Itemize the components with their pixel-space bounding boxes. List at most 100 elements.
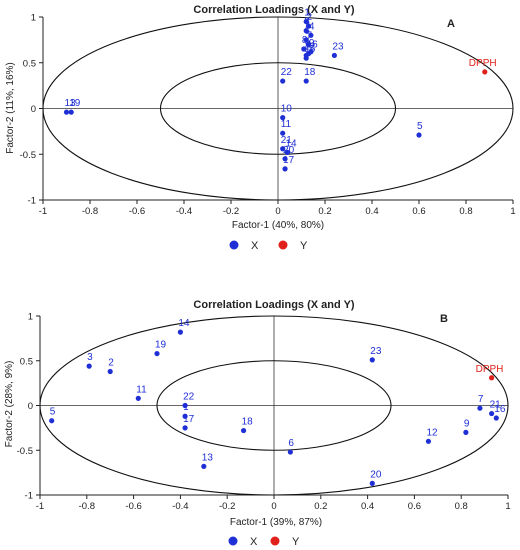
- point-label-x: 10: [281, 104, 293, 115]
- data-point-x: [303, 37, 309, 43]
- x-tick-label: 0.6: [412, 206, 425, 217]
- data-point-x: [284, 149, 290, 156]
- legend-label-x: X: [250, 536, 258, 548]
- data-point-x: [282, 156, 288, 162]
- x-tick-label: -1: [36, 501, 44, 512]
- data-point-x: [308, 32, 314, 38]
- x-tick-label: -0.6: [129, 206, 145, 217]
- point-label-x: 17: [283, 155, 295, 166]
- legend-label-y: Y: [300, 240, 308, 252]
- y-tick-label: 0: [28, 401, 33, 412]
- point-label-x: 14: [178, 318, 190, 329]
- point-label-x: 13: [65, 98, 77, 109]
- data-point-x: [305, 41, 312, 48]
- x-axis-label: Factor-1 (40%, 80%): [232, 220, 324, 231]
- point-label-x: 1: [304, 8, 310, 19]
- point-label-x: 22: [281, 67, 293, 78]
- plot-area: -1 -0.8 -0.6 -0.4 -0.2 0 0.2 0.4 0.6 0.8 1 -1 -0.5 0 0…: [20, 8, 516, 217]
- data-point-x: [301, 46, 307, 52]
- point-label-x: 18: [304, 67, 316, 78]
- inner-ellipse: [159, 62, 397, 155]
- point-label-y: DPPH: [469, 58, 497, 69]
- data-point-x: [280, 78, 286, 84]
- point-label-x: 1: [183, 402, 189, 413]
- point-label-x: 19: [155, 340, 167, 351]
- point-label-x: 20: [370, 469, 382, 480]
- point-label-x: 9: [464, 418, 470, 429]
- point-label-x: 23: [370, 346, 382, 357]
- point-label-x: 3: [87, 352, 93, 363]
- x-tick-label: 1: [510, 206, 515, 217]
- data-point-x: [107, 368, 113, 375]
- panel-a: Correlation Loadings (X and Y) A -1 -0.8-…: [5, 4, 516, 252]
- x-tick-label: 0.4: [365, 206, 378, 217]
- y-tick-label: -1: [28, 196, 36, 207]
- point-label-x: 12: [426, 427, 438, 438]
- x-tick-label: -0.2: [223, 206, 239, 217]
- x-tick-label: 0.4: [361, 501, 374, 512]
- data-point-x: [182, 402, 188, 409]
- y-tick-label: 0: [31, 104, 36, 115]
- x-tick-label: 0.2: [314, 501, 327, 512]
- panel-label: B: [440, 313, 448, 325]
- data-point-x: [305, 23, 312, 29]
- data-point-x: [425, 438, 432, 444]
- inner-ellipse: [156, 360, 392, 451]
- point-label-x: 12: [304, 41, 316, 52]
- x-tick-label: 0.8: [459, 206, 472, 217]
- chart-title: Correlation Loadings (X and Y): [193, 299, 354, 311]
- x-tick-label: 0: [271, 501, 276, 512]
- point-label-x: 18: [242, 417, 254, 428]
- y-tick-label: 1: [31, 13, 36, 24]
- y-axis-label: Factor-2 (11%, 16%): [5, 62, 16, 154]
- point-label-x: 21: [490, 400, 502, 411]
- legend-label-x: X: [251, 240, 259, 252]
- x-tick-label: -0.6: [125, 501, 141, 512]
- data-point-x: [201, 463, 207, 469]
- y-tick-label: 0.5: [20, 356, 33, 367]
- point-label-y: DPPH: [476, 364, 504, 375]
- y-tick-label: 0.5: [23, 58, 36, 69]
- data-point-x: [154, 350, 160, 357]
- x-tick-label: -0.4: [172, 501, 188, 512]
- x-axis-label: Factor-1 (39%, 87%): [230, 517, 322, 528]
- y-axis-label: Factor-2 (28%, 9%): [4, 361, 15, 448]
- point-label-x: 21: [281, 135, 293, 146]
- data-point-y: [482, 69, 488, 75]
- x-tick-label: -1: [39, 206, 47, 217]
- data-point-x: [63, 109, 70, 115]
- panel-label: A: [447, 18, 455, 30]
- point-label-x: 3: [304, 17, 310, 28]
- data-point-x: [177, 329, 183, 335]
- x-tick-label: -0.8: [79, 501, 95, 512]
- legend-marker-y: [270, 536, 280, 546]
- data-point-x: [287, 449, 293, 455]
- point-label-x: 2: [108, 357, 114, 368]
- x-tick-label: 0.2: [318, 206, 331, 217]
- point-label-x: 7: [307, 30, 313, 41]
- data-point-x: [303, 28, 309, 34]
- data-point-x: [282, 166, 288, 172]
- data-point-x: [303, 78, 309, 84]
- data-point-x: [369, 357, 375, 363]
- point-label-x: 13: [202, 452, 214, 463]
- y-tick-label: -1: [25, 491, 33, 502]
- point-label-x: 7: [478, 394, 484, 405]
- data-point-x: [280, 146, 286, 152]
- x-tick-label: 0: [275, 206, 280, 217]
- point-label-x: 6: [304, 26, 310, 37]
- panel-b: Correlation Loadings (X and Y) B -1 -0.8 -…: [4, 299, 511, 548]
- y-tick-label: -0.5: [17, 446, 33, 457]
- x-tick-label: 0.6: [408, 501, 421, 512]
- data-point-x: [49, 418, 55, 424]
- data-point-x: [369, 480, 375, 486]
- plot-area: -1 -0.8 -0.6 -0.4 -0.2 0 0.2 0.4 0.6 0.8 1 -1 -0.5 0 0…: [17, 312, 511, 513]
- point-label-x: 11: [281, 119, 292, 130]
- chart-title: Correlation Loadings (X and Y): [193, 4, 354, 16]
- point-label-x: 15: [304, 44, 316, 55]
- legend: X Y: [228, 536, 300, 548]
- data-point-x: [416, 132, 422, 138]
- data-point-x: [463, 429, 469, 435]
- point-label-x: 9: [309, 38, 315, 49]
